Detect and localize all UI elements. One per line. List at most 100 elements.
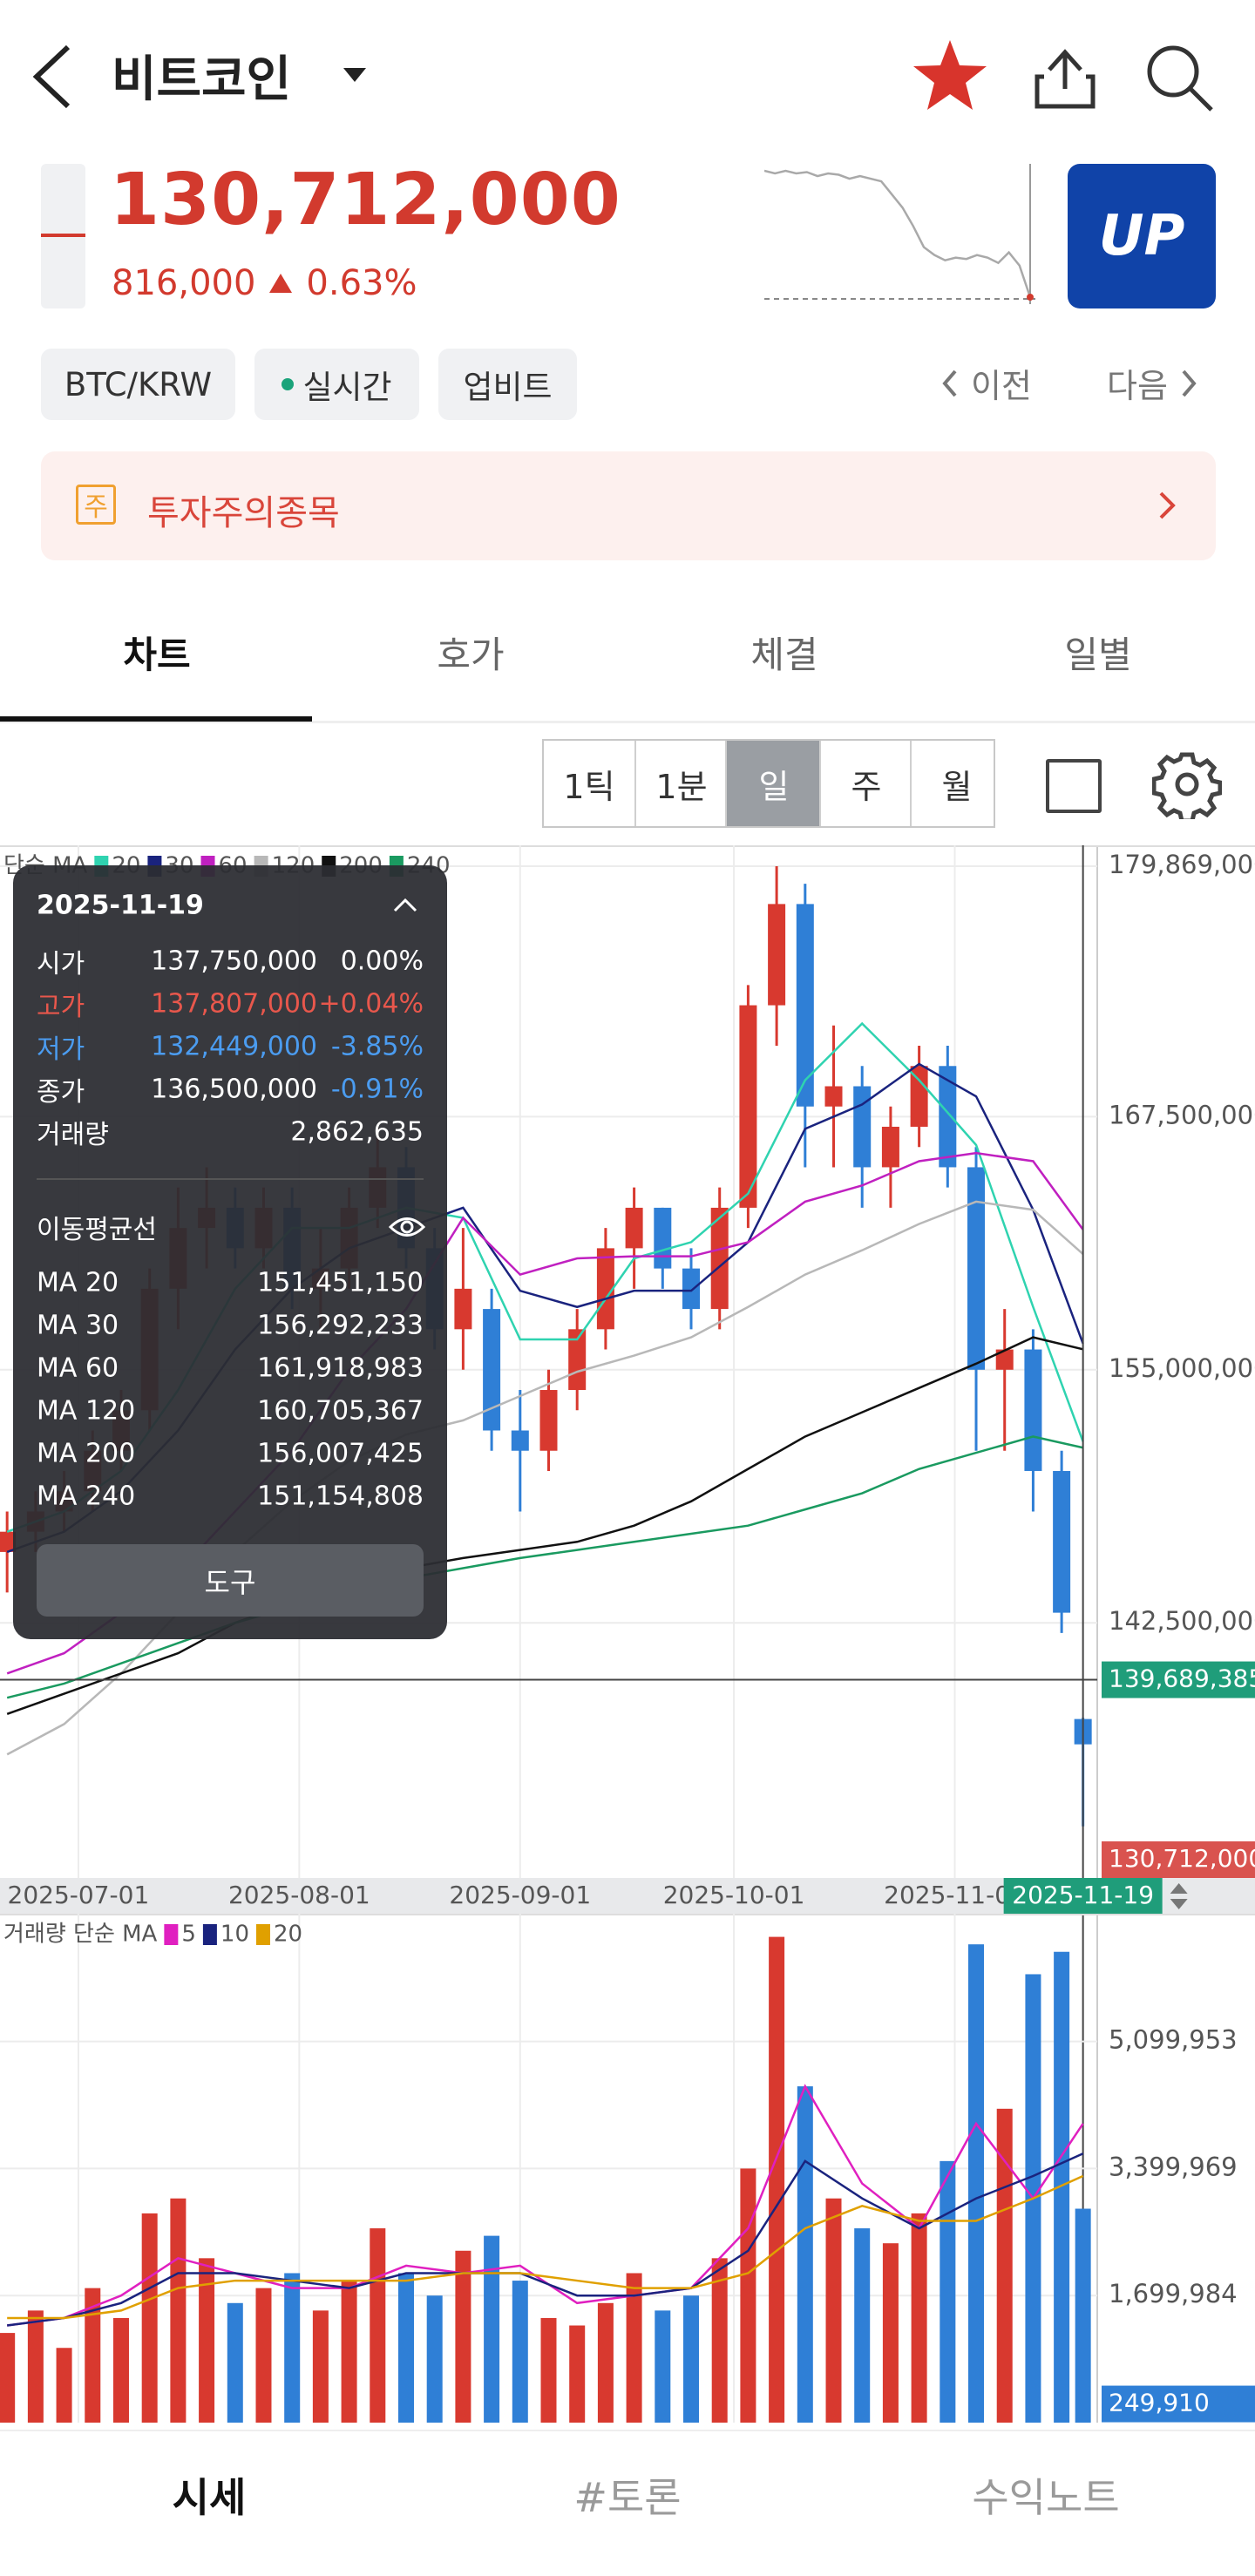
y-tick-label: 167,500,000 bbox=[1109, 1100, 1255, 1129]
candle-body bbox=[682, 1268, 701, 1310]
tab[interactable]: 체결 bbox=[750, 633, 818, 676]
legend-title: 거래량 단순 MA bbox=[3, 1922, 158, 1948]
candle-body bbox=[596, 1248, 614, 1330]
coin-title[interactable]: 비트코인 bbox=[112, 51, 292, 108]
tooltip-divider bbox=[37, 1178, 424, 1180]
visibility-toggle[interactable] bbox=[388, 1214, 426, 1240]
interval-button[interactable]: 1분 bbox=[634, 741, 727, 826]
candle-body bbox=[1053, 1470, 1071, 1613]
dropdown-icon[interactable] bbox=[342, 64, 368, 85]
volume-bar bbox=[27, 2310, 44, 2423]
candle-body bbox=[511, 1430, 529, 1451]
tooltip-label: 거래량 bbox=[37, 1120, 109, 1150]
volume-bar bbox=[512, 2281, 528, 2423]
y-tick-label: 3,399,969 bbox=[1109, 2152, 1238, 2181]
realtime-chip[interactable]: 실시간 bbox=[254, 349, 419, 420]
tooltip-value: 2,862,635 bbox=[290, 1116, 424, 1148]
interval-button[interactable]: 월 bbox=[910, 741, 994, 826]
tab[interactable]: 차트 bbox=[123, 633, 191, 676]
scroll-icon bbox=[1170, 1899, 1188, 1909]
sparkline bbox=[764, 164, 1035, 304]
collapse-button[interactable] bbox=[391, 895, 419, 914]
ma-value: 156,007,425 bbox=[257, 1438, 424, 1469]
candle-body bbox=[0, 1531, 17, 1552]
y-tick-label: 5,099,953 bbox=[1109, 2025, 1238, 2055]
pair-chip[interactable]: BTC/KRW bbox=[41, 349, 235, 420]
crosshair-date-box bbox=[1003, 1878, 1163, 1914]
volume-bar bbox=[341, 2281, 357, 2423]
search-button[interactable] bbox=[1143, 42, 1215, 113]
volume-bar bbox=[683, 2295, 700, 2423]
volume-bar bbox=[882, 2243, 899, 2423]
tooltip-change: -0.91% bbox=[330, 1074, 424, 1105]
volume-bar bbox=[626, 2273, 642, 2423]
candle-body bbox=[824, 1086, 843, 1107]
nav-item[interactable]: #토론 bbox=[573, 2474, 682, 2521]
change-percent: 0.63% bbox=[306, 263, 417, 303]
favorite-star[interactable] bbox=[912, 38, 988, 112]
volume-bar bbox=[199, 2258, 215, 2423]
candle-body bbox=[995, 1349, 1014, 1370]
ma-label: MA 240 bbox=[37, 1481, 136, 1512]
volume-bar bbox=[0, 2333, 16, 2423]
interval-button[interactable]: 일 bbox=[725, 741, 821, 826]
prev-button[interactable]: 이전 bbox=[941, 359, 1032, 407]
volume-bar bbox=[996, 2108, 1013, 2423]
volume-bar bbox=[455, 2250, 471, 2423]
interval-button[interactable]: 주 bbox=[819, 741, 912, 826]
candle-body bbox=[967, 1167, 986, 1370]
ma-value: 151,154,808 bbox=[257, 1481, 424, 1512]
current-price: 130,712,000 bbox=[110, 159, 621, 241]
tools-button[interactable]: 도구 bbox=[37, 1544, 424, 1617]
candle-body bbox=[454, 1288, 472, 1330]
settings-button[interactable] bbox=[1152, 749, 1222, 819]
tooltip-label: 종가 bbox=[37, 1077, 85, 1108]
tab[interactable]: 일별 bbox=[1064, 633, 1132, 676]
realtime-label: 실시간 bbox=[302, 369, 392, 406]
x-axis: 2025-07-01 2025-08-01 2025-09-01 2025-10-01… bbox=[8, 1878, 1188, 1914]
warning-badge: 주 bbox=[76, 485, 116, 525]
x-tick-label: 2025-09-01 bbox=[449, 1881, 591, 1909]
tab[interactable]: 호가 bbox=[437, 633, 505, 676]
legend-swatch bbox=[256, 1924, 270, 1945]
price-marker bbox=[1102, 1661, 1255, 1698]
next-icon bbox=[1182, 369, 1197, 397]
layout-button[interactable] bbox=[1046, 759, 1102, 813]
ma-value: 156,292,233 bbox=[257, 1310, 424, 1341]
price-marker-label: 130,712,000 bbox=[1109, 1844, 1255, 1873]
volume-bar bbox=[227, 2302, 243, 2423]
price-indicator bbox=[41, 164, 85, 308]
y-tick-label: 1,699,984 bbox=[1109, 2279, 1238, 2308]
volume-bar bbox=[255, 2288, 272, 2423]
back-button[interactable] bbox=[26, 42, 78, 112]
x-tick-label: 2025-10-01 bbox=[663, 1881, 805, 1909]
nav-item[interactable]: 시세 bbox=[172, 2474, 247, 2521]
volume-bar bbox=[711, 2258, 728, 2423]
candle-body bbox=[939, 1066, 957, 1168]
up-arrow bbox=[269, 274, 293, 293]
volume-bar bbox=[769, 1936, 785, 2423]
ma-value: 160,705,367 bbox=[257, 1395, 424, 1427]
volume-bar bbox=[655, 2310, 671, 2423]
candle-body bbox=[881, 1126, 899, 1168]
tooltip-label: 시가 bbox=[37, 949, 85, 980]
exchange-chip[interactable]: 업비트 bbox=[438, 349, 577, 420]
ma-line bbox=[7, 2174, 1084, 2320]
legend-swatch bbox=[202, 1924, 217, 1945]
candle-body bbox=[625, 1207, 643, 1249]
warning-banner[interactable]: 주 투자주의종목 bbox=[41, 451, 1216, 560]
candle-body bbox=[910, 1066, 928, 1127]
interval-button[interactable]: 1틱 bbox=[563, 767, 615, 806]
data-tooltip: 2025-11-19 이동평균선 도구 시가 137,750,000 0.00% 고가… bbox=[13, 865, 447, 1639]
volume-bar bbox=[312, 2310, 329, 2423]
next-button[interactable]: 다음 bbox=[1107, 359, 1197, 407]
volume-bar bbox=[56, 2348, 72, 2423]
tab-underline bbox=[0, 716, 312, 722]
volume-bar bbox=[85, 2288, 101, 2423]
price-indicator-line bbox=[41, 234, 85, 237]
nav-item[interactable]: 수익노트 bbox=[972, 2474, 1120, 2521]
share-button[interactable] bbox=[1032, 44, 1098, 110]
candle-body bbox=[539, 1390, 558, 1451]
